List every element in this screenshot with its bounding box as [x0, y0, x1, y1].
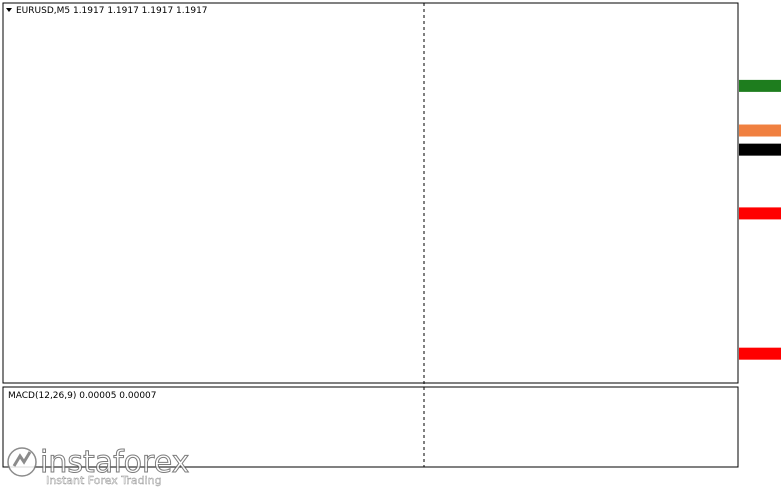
watermark-logo-mark [12, 451, 32, 467]
level-tag [739, 143, 781, 156]
watermark-brand: instaforex [40, 445, 189, 480]
level-tag [739, 79, 781, 92]
macd-panel-frame [2, 386, 739, 468]
watermark-logo [7, 447, 37, 477]
title-icon [6, 8, 12, 12]
watermark-tagline: Instant Forex Trading [46, 474, 162, 487]
level-tag [739, 347, 781, 360]
watermark: instaforex Instant Forex Trading [7, 445, 190, 487]
level-tag [739, 124, 781, 137]
macd-title: MACD(12,26,9) 0.00005 0.00007 [8, 391, 157, 401]
chart-title: EURUSD,M5 1.1917 1.1917 1.1917 1.1917 [16, 6, 208, 16]
price-panel-frame [2, 2, 739, 384]
level-tag [739, 207, 781, 220]
